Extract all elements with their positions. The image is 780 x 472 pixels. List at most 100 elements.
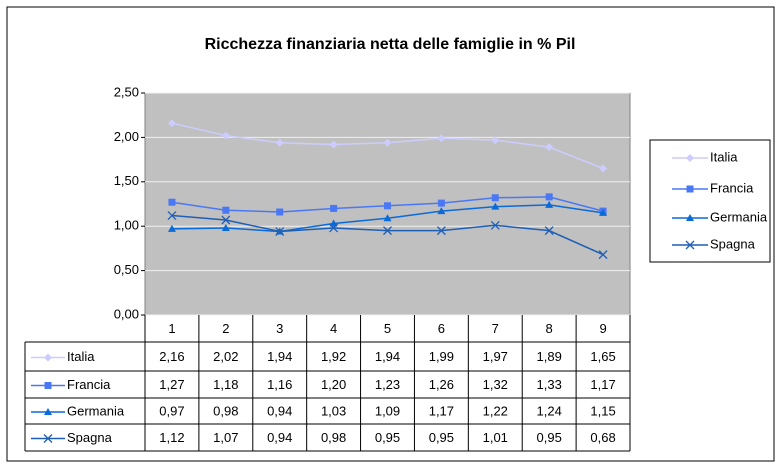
table-cell: 1,94 [375, 349, 400, 364]
table-cell: 1,65 [590, 349, 615, 364]
marker [167, 211, 177, 221]
marker [437, 134, 446, 143]
table-cell: 0,98 [213, 403, 238, 418]
marker [437, 199, 445, 207]
x-tick-label: 9 [599, 321, 606, 336]
marker [686, 185, 694, 193]
marker [329, 219, 338, 227]
y-tick-label: 2,00 [114, 129, 139, 144]
table-cell: 1,15 [590, 403, 615, 418]
table-cell: 0,94 [267, 403, 292, 418]
marker [383, 214, 392, 222]
marker [329, 140, 338, 149]
table-cell: 1,23 [375, 377, 400, 392]
marker [275, 138, 284, 147]
table-cell: 2,02 [213, 349, 238, 364]
legend-label: Spagna [710, 236, 756, 251]
table-cell: 1,92 [321, 349, 346, 364]
table-cell: 1,01 [483, 430, 508, 445]
table-cell: 1,03 [321, 403, 346, 418]
marker [276, 208, 284, 216]
marker [167, 119, 176, 128]
marker [221, 131, 230, 140]
table-cell: 1,17 [590, 377, 615, 392]
table-cell: 1,94 [267, 349, 292, 364]
table-row-header: Francia [67, 377, 111, 392]
table-cell: 1,18 [213, 377, 238, 392]
legend-label: Francia [710, 180, 754, 195]
table-row-header: Germania [67, 403, 125, 418]
table-cell: 2,16 [159, 349, 184, 364]
marker [545, 193, 553, 201]
table-cell: 1,99 [429, 349, 454, 364]
legend [649, 139, 771, 263]
marker [384, 202, 391, 210]
marker [545, 200, 554, 208]
marker [168, 198, 176, 206]
table-cell: 1,32 [483, 377, 508, 392]
table-cell: 0,97 [159, 403, 184, 418]
marker [167, 224, 176, 232]
marker [685, 240, 695, 250]
legend-label: Germania [710, 209, 768, 224]
marker [330, 204, 338, 212]
y-tick-label: 0,00 [114, 306, 139, 321]
table-cell: 0,68 [590, 430, 615, 445]
marker [436, 226, 446, 236]
table-cell: 1,09 [375, 403, 400, 418]
y-tick-label: 2,50 [114, 84, 139, 99]
marker [599, 208, 608, 216]
marker [221, 223, 230, 231]
marker [44, 353, 52, 362]
marker [329, 223, 339, 233]
table-cell: 1,33 [537, 377, 562, 392]
marker [491, 194, 499, 202]
table-cell: 1,07 [213, 430, 238, 445]
marker [44, 382, 52, 389]
y-tick-label: 1,50 [114, 173, 139, 188]
marker [383, 226, 392, 236]
marker [686, 214, 694, 221]
marker [44, 408, 52, 415]
x-tick-label: 2 [222, 321, 229, 336]
y-tick-label: 1,00 [114, 218, 139, 233]
table-cell: 0,95 [429, 430, 454, 445]
table-row-header: Italia [67, 349, 95, 364]
table-cell: 1,89 [537, 349, 562, 364]
table-cell: 1,22 [483, 403, 508, 418]
table-cell: 1,27 [159, 377, 184, 392]
marker [686, 154, 694, 162]
marker [275, 227, 285, 236]
marker [544, 226, 554, 236]
table-cell: 1,17 [429, 403, 454, 418]
table-cell: 0,95 [375, 430, 400, 445]
x-tick-label: 8 [546, 321, 553, 336]
table-cell: 1,26 [429, 377, 454, 392]
marker [383, 138, 392, 147]
x-tick-label: 6 [438, 321, 445, 336]
marker [598, 250, 608, 260]
marker [491, 136, 500, 145]
marker [545, 143, 554, 152]
table-cell: 1,12 [159, 430, 184, 445]
table-row-header: Spagna [67, 430, 113, 445]
x-tick-label: 5 [384, 321, 391, 336]
table-cell: 1,16 [267, 377, 292, 392]
marker [437, 207, 446, 215]
chart-title: Ricchezza finanziaria netta delle famigl… [205, 36, 576, 53]
marker [490, 220, 500, 230]
x-tick-label: 3 [276, 321, 283, 336]
marker [222, 206, 230, 214]
table-cell: 0,95 [537, 430, 562, 445]
table-cell: 1,97 [483, 349, 508, 364]
marker [491, 202, 500, 210]
x-tick-label: 7 [492, 321, 499, 336]
legend-label: Italia [710, 149, 738, 164]
marker [599, 164, 608, 173]
x-tick-label: 1 [168, 321, 175, 336]
table-cell: 0,94 [267, 430, 292, 445]
y-tick-label: 0,50 [114, 262, 139, 277]
table-cell: 1,20 [321, 377, 346, 392]
marker [43, 434, 53, 443]
